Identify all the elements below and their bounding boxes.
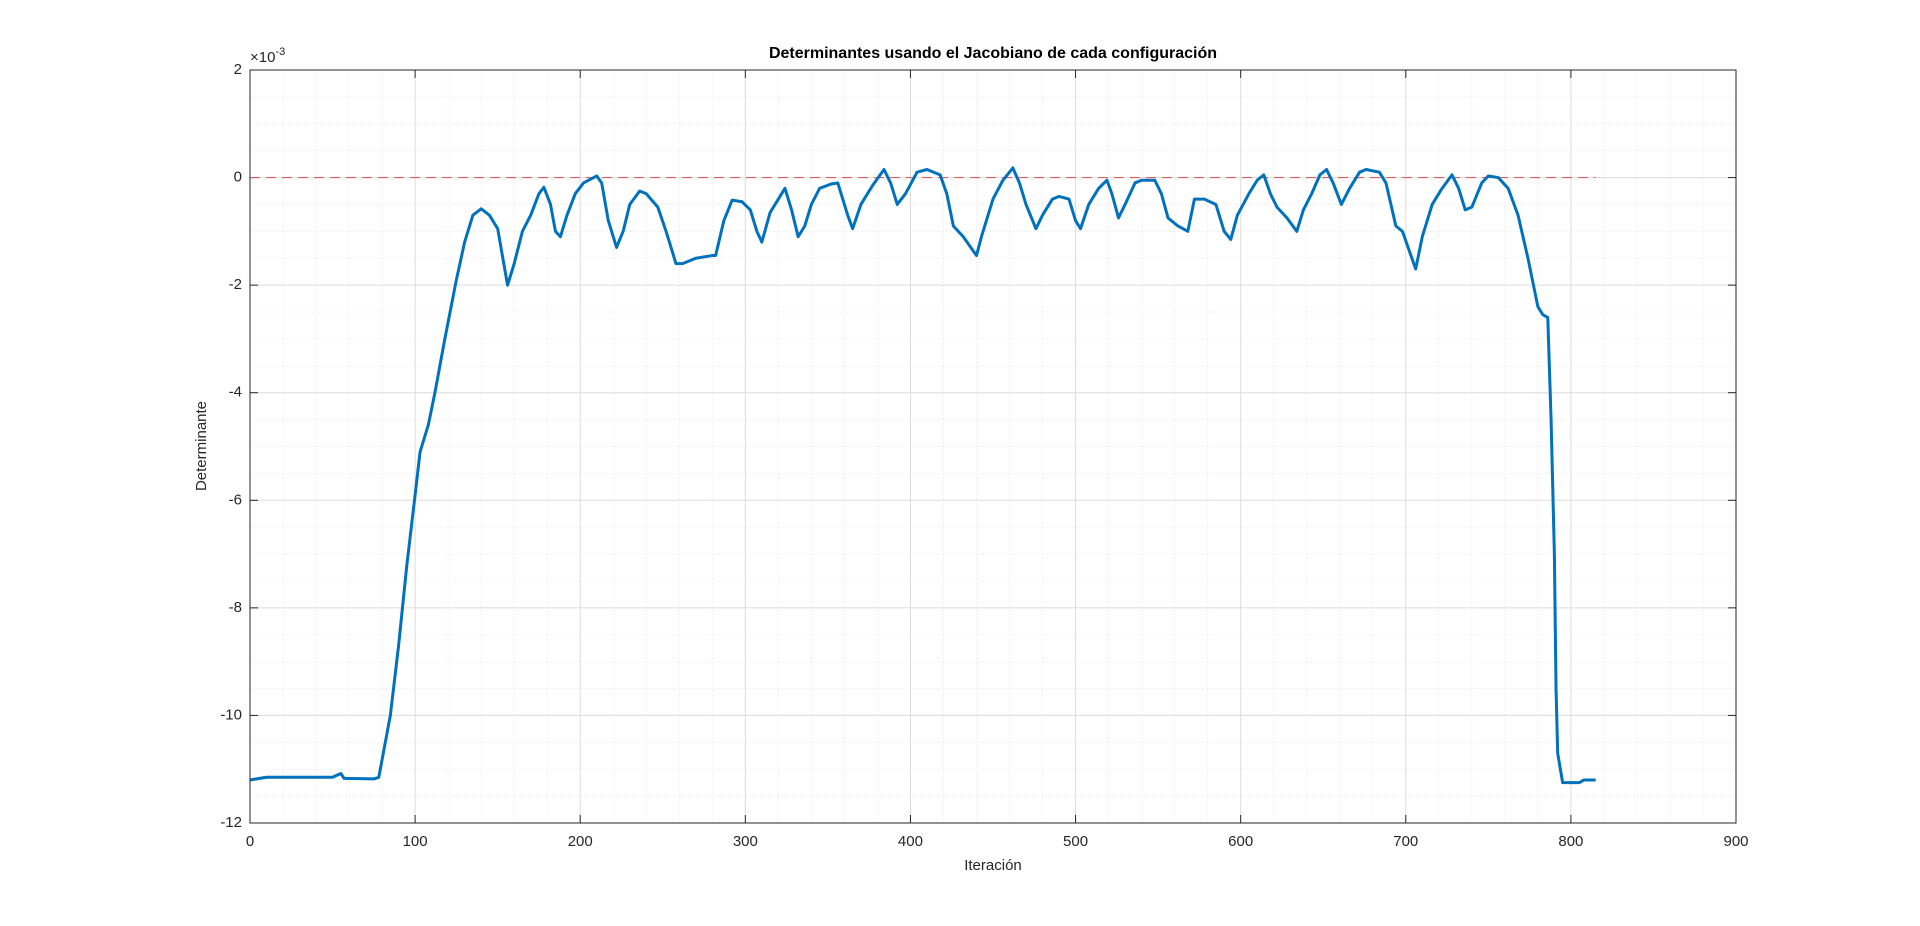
- plot-area: [250, 70, 1736, 823]
- y-tick-label: -10: [220, 706, 242, 723]
- y-tick-label: 0: [234, 169, 242, 186]
- axis-multiplier: ×10-3: [250, 46, 285, 66]
- data-line: [249, 166, 1596, 785]
- x-axis-label: Iteración: [964, 857, 1022, 874]
- x-tick-label: 100: [403, 833, 428, 850]
- x-tick-label: 800: [1558, 833, 1583, 850]
- y-tick-label: -4: [229, 384, 242, 401]
- x-tick-label: 300: [733, 833, 758, 850]
- x-tick-label: 500: [1063, 833, 1088, 850]
- x-tick-label: 200: [568, 833, 593, 850]
- x-tick-label: 0: [246, 833, 254, 850]
- x-tick-label: 700: [1393, 833, 1418, 850]
- x-tick-label: 900: [1723, 833, 1748, 850]
- multiplier-base: ×10: [250, 49, 275, 66]
- y-tick-label: 2: [234, 61, 242, 78]
- x-tick-label: 400: [898, 833, 923, 850]
- y-tick-label: -12: [220, 814, 242, 831]
- y-tick-label: -2: [229, 276, 242, 293]
- y-axis-label: Determinante: [193, 401, 210, 491]
- multiplier-exponent: -3: [275, 46, 285, 58]
- y-tick-label: -6: [229, 491, 242, 508]
- y-tick-label: -8: [229, 599, 242, 616]
- axes-box: [249, 69, 1737, 824]
- x-tick-label: 600: [1228, 833, 1253, 850]
- chart-title: Determinantes usando el Jacobiano de cad…: [769, 45, 1217, 62]
